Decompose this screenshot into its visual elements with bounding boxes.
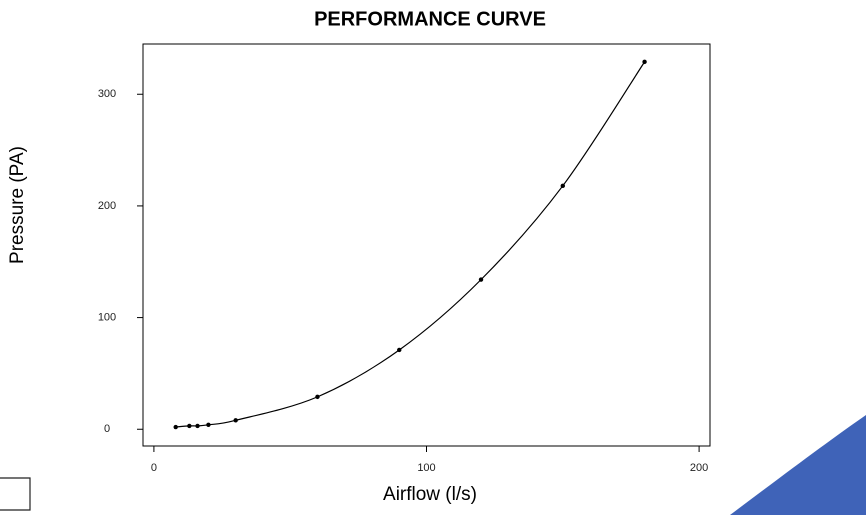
decoration xyxy=(730,415,866,515)
plot-frame xyxy=(142,43,711,447)
point xyxy=(642,59,647,65)
x-tick-label: 100 xyxy=(417,462,435,474)
point xyxy=(397,347,402,353)
point xyxy=(173,424,178,430)
x-tick-label: 200 xyxy=(690,462,708,474)
y-tick-label: 100 xyxy=(98,311,116,323)
point xyxy=(315,394,320,400)
fit-curve xyxy=(175,61,646,428)
y-axis-label: Pressure (PA) xyxy=(7,146,28,264)
y-tick-label: 0 xyxy=(104,423,110,435)
decoration xyxy=(0,477,31,511)
y-tick-label: 200 xyxy=(98,200,116,212)
point xyxy=(206,422,211,427)
y-tick-label: 300 xyxy=(98,88,116,100)
point xyxy=(233,418,238,423)
point xyxy=(478,277,484,282)
chart-title: PERFORMANCE CURVE xyxy=(314,8,546,30)
x-tick-label: 0 xyxy=(151,462,157,474)
point xyxy=(195,423,200,429)
point xyxy=(187,423,192,429)
point xyxy=(560,183,565,189)
x-axis-label: Airflow (l/s) xyxy=(383,484,477,505)
